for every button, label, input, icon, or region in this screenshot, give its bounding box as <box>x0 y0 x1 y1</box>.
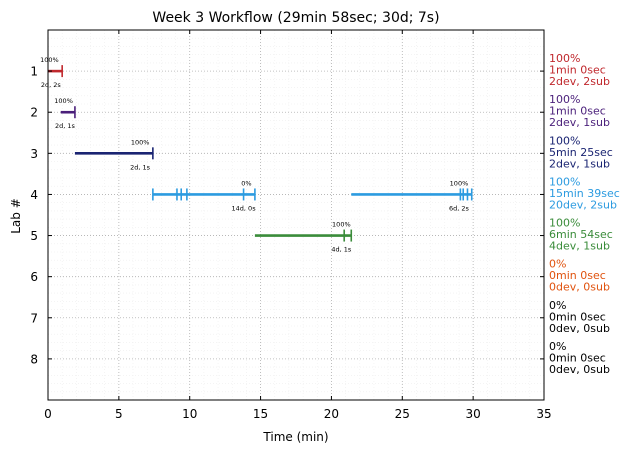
timeline-marks: 100% 2d, 2s 100% 2d, 1s 100% 2d, 1s 0% 100% 14d,… <box>40 56 473 254</box>
lab-4-count-label: 6d, 2s <box>449 204 470 212</box>
lab-6-summary-line: 0min 0sec <box>549 269 606 282</box>
lab-7-summary-line: 0min 0sec <box>549 310 606 323</box>
lab-5-summary-line: 100% <box>549 217 580 230</box>
lab-1-count-label: 2d, 2s <box>41 81 62 89</box>
lab-1-summary-line: 100% <box>549 52 580 65</box>
lab-2-summary-line: 1min 0sec <box>549 105 606 118</box>
lab-3-summary-line: 2dev, 1sub <box>549 157 610 170</box>
x-tick-label: 25 <box>395 407 410 421</box>
x-tick-label: 20 <box>324 407 339 421</box>
lab-4-summary-line: 15min 39sec <box>549 187 620 200</box>
chart-title: Week 3 Workflow (29min 58sec; 30d; 7s) <box>152 10 439 26</box>
lab-4-completion-label: 100% <box>450 179 469 187</box>
lab-1-completion-label: 100% <box>40 56 59 64</box>
lab-4-count-label: 14d, 0s <box>232 204 257 212</box>
lab-8-summary-line: 0dev, 0sub <box>549 363 610 376</box>
x-tick-label: 15 <box>253 407 268 421</box>
lab-5-count-label: 4d, 1s <box>331 246 352 254</box>
x-tick-label: 0 <box>44 407 52 421</box>
y-tick-label: 1 <box>30 65 38 79</box>
x-tick-label: 35 <box>536 407 551 421</box>
y-axis-label: Lab # <box>9 198 23 234</box>
lab-1-summary-line: 1min 0sec <box>549 64 606 77</box>
y-tick-label: 8 <box>30 352 38 366</box>
lab-7-summary-line: 0dev, 0sub <box>549 322 610 335</box>
lab-8-summary-line: 0min 0sec <box>549 351 606 364</box>
major-grid <box>47 30 545 400</box>
lab-6-summary-line: 0% <box>549 258 566 271</box>
lab-8-summary-line: 0% <box>549 340 566 353</box>
x-axis-label: Time (min) <box>262 430 328 444</box>
x-tick-label: 30 <box>466 407 481 421</box>
lab-2-summary-line: 2dev, 1sub <box>549 116 610 129</box>
minor-grid <box>47 29 545 401</box>
lab-4-summary-line: 20dev, 2sub <box>549 198 617 211</box>
y-tick-label: 7 <box>30 311 38 325</box>
lab-3-summary-line: 5min 25sec <box>549 146 613 159</box>
lab-2-count-label: 2d, 1s <box>55 122 76 130</box>
lab-6-summary-line: 0dev, 0sub <box>549 281 610 294</box>
lab-2-summary-line: 100% <box>549 93 580 106</box>
x-tick-label: 10 <box>182 407 197 421</box>
lab-5-summary-line: 6min 54sec <box>549 228 613 241</box>
y-tick-label: 3 <box>30 147 38 161</box>
lab-5-completion-label: 100% <box>332 221 351 229</box>
y-tick-label: 5 <box>30 229 38 243</box>
lab-4-summary-line: 100% <box>549 175 580 188</box>
plot-frame <box>47 29 545 401</box>
lab-2-completion-label: 100% <box>54 97 73 105</box>
lab-5-summary-line: 4dev, 1sub <box>549 240 610 253</box>
lab-3-summary-line: 100% <box>549 134 580 147</box>
lab-3-count-label: 2d, 1s <box>130 163 151 171</box>
y-tick-label: 6 <box>30 270 38 284</box>
lab-4-completion-label: 0% <box>241 179 251 187</box>
y-tick-label: 2 <box>30 106 38 120</box>
x-tick-label: 5 <box>115 407 123 421</box>
lab-3-completion-label: 100% <box>131 138 150 146</box>
y-tick-label: 4 <box>30 188 38 202</box>
lab-1-summary-line: 2dev, 2sub <box>549 75 610 88</box>
lab-7-summary-line: 0% <box>549 299 566 312</box>
